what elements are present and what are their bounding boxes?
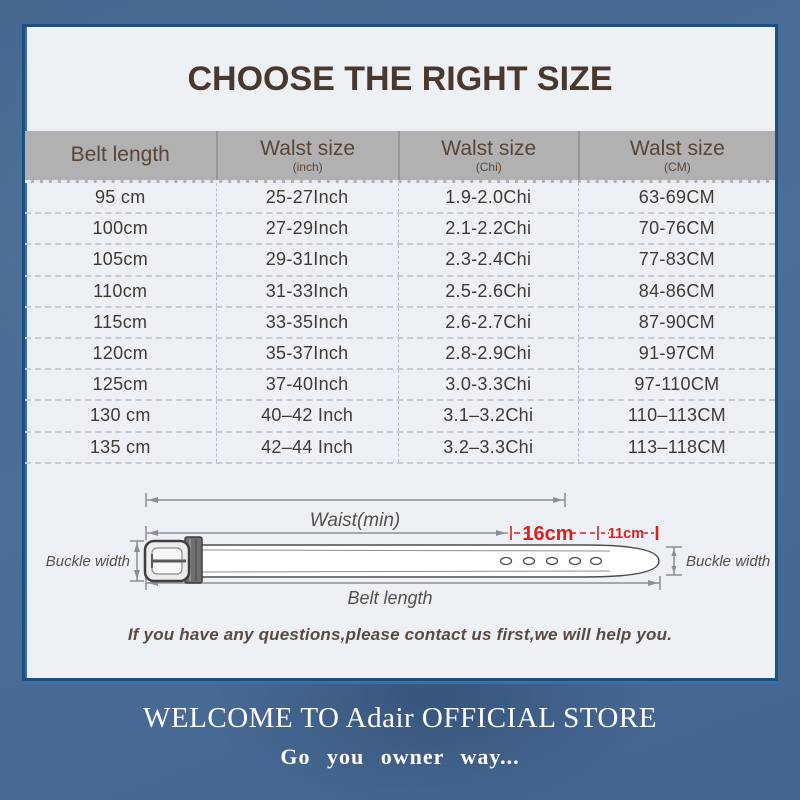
table-row: 115cm 33-35Inch 2.6-2.7Chi 87-90CM bbox=[25, 305, 775, 337]
buckle-width-right-label: Buckle width bbox=[686, 553, 770, 570]
column-header-waist-inch: Walst size (inch) bbox=[215, 131, 398, 180]
dim-11cm-label: 11cm bbox=[608, 526, 644, 542]
belt-diagram-svg: 16cm 11cm Waist(min) Buckle width Buckle… bbox=[46, 492, 770, 608]
table-row: 135 cm 42–44 Inch 3.2–3.3Chi 113–118CM bbox=[25, 430, 775, 462]
table-row: 120cm 35-37Inch 2.8-2.9Chi 91-97CM bbox=[25, 336, 775, 369]
store-footer: WELCOME TO Adair OFFICIAL STORE Go you o… bbox=[0, 681, 800, 770]
size-table-body: 95 cm 25-27Inch 1.9-2.0Chi 63-69CM 100cm… bbox=[25, 183, 775, 464]
belt-holes bbox=[499, 556, 603, 565]
column-header-waist-cm: Walst size (CM) bbox=[577, 131, 775, 180]
table-row: 105cm 29-31Inch 2.3-2.4Chi 77-83CM bbox=[25, 243, 775, 275]
belt-measurement-diagram: 16cm 11cm Waist(min) Buckle width Buckle… bbox=[25, 464, 775, 619]
table-row: 100cm 27-29Inch 2.1-2.2Chi 70-76CM bbox=[25, 212, 775, 244]
table-header-row: Belt length Walst size (inch) Walst size… bbox=[25, 131, 775, 183]
title-section: CHOOSE THE RIGHT SIZE bbox=[25, 27, 775, 131]
belt-length-label: Belt length bbox=[347, 588, 432, 608]
table-row: 110cm 31-33Inch 2.5-2.6Chi 84-86CM bbox=[25, 274, 775, 306]
table-row: 95 cm 25-27Inch 1.9-2.0Chi 63-69CM bbox=[25, 183, 775, 213]
table-row: 130 cm 40–42 Inch 3.1–3.2Chi 110–113CM bbox=[25, 399, 775, 431]
table-row: 125cm 37-40Inch 3.0-3.3Chi 97-110CM bbox=[25, 368, 775, 400]
slogan-text: Go you owner way... bbox=[280, 744, 520, 769]
column-header-belt-length: Belt length bbox=[70, 143, 170, 167]
content-panel: CHOOSE THE RIGHT SIZE Belt length Walst … bbox=[22, 24, 778, 681]
contact-note: If you have any questions,please contact… bbox=[127, 624, 673, 644]
column-header-waist-chi: Walst size (Chi) bbox=[397, 131, 578, 180]
page-title: CHOOSE THE RIGHT SIZE bbox=[187, 59, 613, 98]
welcome-text: WELCOME TO Adair OFFICIAL STORE bbox=[143, 702, 657, 734]
dim-16cm-label: 16cm bbox=[522, 523, 573, 545]
buckle-width-left-label: Buckle width bbox=[46, 553, 130, 570]
belt-strap bbox=[174, 543, 660, 578]
waist-min-label: Waist(min) bbox=[310, 510, 400, 531]
